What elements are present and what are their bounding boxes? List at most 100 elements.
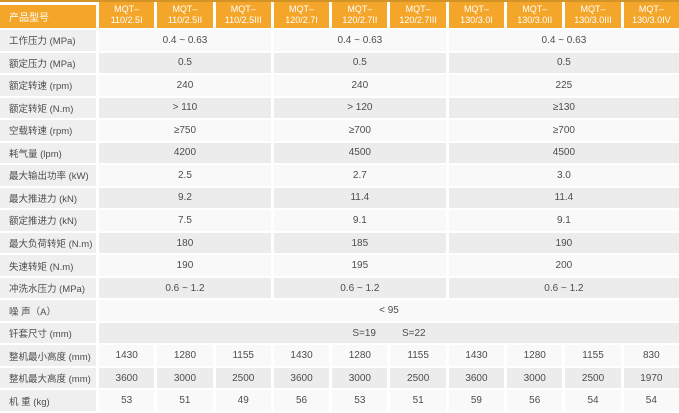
value-cell: 0.4 ~ 0.63	[99, 30, 271, 51]
column-header-line1: MQT–	[172, 3, 198, 14]
value-cell: 195	[273, 255, 446, 276]
value-cell: 1280	[507, 345, 563, 366]
column-header-line2: 110/2.5I	[110, 15, 143, 25]
value-cell: 11.4	[273, 187, 446, 209]
value-cell: ≥700	[273, 120, 446, 141]
column-header-line1: MQT–	[405, 3, 431, 14]
row-label: 额定压力 (MPa)	[0, 52, 96, 74]
value-cell-merged: S=19 S=22	[99, 322, 679, 344]
column-header: MQT– 130/3.0IV	[623, 2, 679, 28]
value-cell: ≥700	[448, 120, 679, 141]
value-cell: 200	[448, 255, 679, 276]
value-text: S=22	[401, 327, 426, 339]
value-cell: 1155	[390, 345, 446, 366]
column-header: MQT– 110/2.5I	[99, 2, 155, 28]
column-header-line2: 120/2.7III	[399, 15, 437, 25]
column-header-line2: 110/2.5III	[224, 15, 262, 25]
row-label: 空载转速 (rpm)	[0, 120, 96, 141]
value-cell: 11.4	[448, 187, 679, 209]
value-cell: 0.6 ~ 1.2	[99, 277, 271, 299]
row-label: 整机最大高度 (mm)	[0, 367, 96, 389]
value-cell: 3.0	[448, 165, 679, 186]
column-header: MQT– 130/3.0I	[448, 2, 505, 28]
value-cell: 9.1	[273, 210, 446, 231]
value-cell: 1430	[273, 345, 330, 366]
value-cell: 0.6 ~ 1.2	[273, 277, 446, 299]
table-corner-label: 产品型号	[0, 5, 96, 28]
value-cell: 190	[448, 232, 679, 254]
value-cell: 240	[99, 75, 271, 96]
value-cell: 185	[273, 232, 446, 254]
value-cell: 190	[99, 255, 271, 276]
value-cell: 9.1	[448, 210, 679, 231]
value-cell: 0.5	[99, 52, 271, 74]
column-header: MQT– 130/3.0III	[565, 2, 621, 28]
value-cell: 225	[448, 75, 679, 96]
column-header-line1: MQT–	[522, 3, 548, 14]
column-header-line1: MQT–	[289, 3, 315, 14]
value-cell: 1280	[332, 345, 388, 366]
value-cell: 4500	[448, 142, 679, 164]
value-cell: 3000	[507, 367, 563, 389]
column-header-line2: 130/3.0II	[517, 15, 553, 25]
value-cell: 7.5	[99, 210, 271, 231]
value-cell: 59	[448, 390, 505, 411]
column-header-line1: MQT–	[463, 3, 489, 14]
value-cell: 0.5	[448, 52, 679, 74]
value-cell: 3000	[332, 367, 388, 389]
row-label: 机 重 (kg)	[0, 390, 96, 411]
value-cell: 1155	[565, 345, 621, 366]
column-header: MQT– 120/2.7I	[273, 2, 330, 28]
value-cell: 4500	[273, 142, 446, 164]
row-label: 额定转速 (rpm)	[0, 75, 96, 96]
column-header: MQT– 130/3.0II	[507, 2, 563, 28]
column-header-line1: MQT–	[638, 3, 664, 14]
value-cell: 2.7	[273, 165, 446, 186]
value-cell: 51	[390, 390, 446, 411]
column-header-line2: 120/2.7II	[342, 15, 378, 25]
column-header: MQT– 110/2.5III	[215, 2, 271, 28]
row-label: 工作压力 (MPa)	[0, 30, 96, 51]
column-header-line2: 130/3.0I	[460, 15, 493, 25]
value-cell: 2500	[565, 367, 621, 389]
value-cell: 1280	[157, 345, 213, 366]
value-cell: 2.5	[99, 165, 271, 186]
value-cell: 180	[99, 232, 271, 254]
value-cell: 53	[99, 390, 155, 411]
value-cell: 56	[507, 390, 563, 411]
row-label: 最大输出功率 (kW)	[0, 165, 96, 186]
row-label: 噪 声（A）	[0, 300, 96, 321]
value-cell: 54	[565, 390, 621, 411]
row-label: 冲洗水压力 (MPa)	[0, 277, 96, 299]
value-cell: 49	[215, 390, 271, 411]
value-cell: 240	[273, 75, 446, 96]
column-header: MQT– 120/2.7III	[390, 2, 446, 28]
value-cell: 3000	[157, 367, 213, 389]
value-text: S=19	[352, 327, 376, 339]
value-cell: 1430	[448, 345, 505, 366]
value-cell: 0.4 ~ 0.63	[448, 30, 679, 51]
value-cell: > 120	[273, 97, 446, 119]
value-cell-merged: < 95	[99, 300, 679, 321]
value-cell: 56	[273, 390, 330, 411]
value-cell: ≥750	[99, 120, 271, 141]
column-header-line1: MQT–	[580, 3, 606, 14]
row-label: 失速转矩 (N.m)	[0, 255, 96, 276]
value-cell: 0.6 ~ 1.2	[448, 277, 679, 299]
column-header-line2: 130/3.0IV	[632, 15, 671, 25]
row-label: 钎套尺寸 (mm)	[0, 322, 96, 344]
row-label: 额定转矩 (N.m)	[0, 97, 96, 119]
value-cell: 51	[157, 390, 213, 411]
value-cell: ≥130	[448, 97, 679, 119]
value-text: < 95	[379, 305, 399, 317]
row-label: 最大负荷转矩 (N.m)	[0, 232, 96, 254]
column-header-line1: MQT–	[230, 3, 256, 14]
value-cell: 4200	[99, 142, 271, 164]
value-cell: 9.2	[99, 187, 271, 209]
value-cell: 1970	[623, 367, 679, 389]
value-cell: 830	[623, 345, 679, 366]
value-cell: 2500	[390, 367, 446, 389]
column-header-line2: 130/3.0III	[574, 15, 612, 25]
row-label: 整机最小高度 (mm)	[0, 345, 96, 366]
